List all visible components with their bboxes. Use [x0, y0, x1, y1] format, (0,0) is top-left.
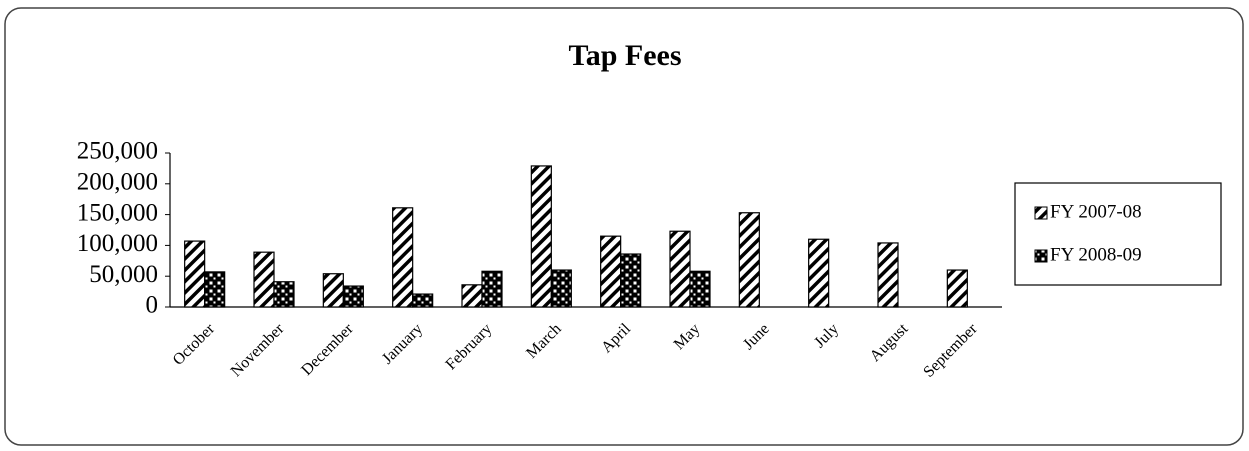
bar — [946, 269, 968, 308]
bar — [322, 273, 344, 308]
bar — [689, 270, 711, 308]
bar — [738, 212, 760, 308]
bar — [808, 238, 830, 308]
legend-box — [1014, 182, 1222, 286]
bar — [204, 271, 226, 308]
bar — [481, 270, 503, 308]
bar — [461, 284, 483, 308]
bar — [600, 235, 622, 308]
y-tick-label: 150,000 — [77, 199, 158, 226]
bar — [620, 253, 642, 308]
bar — [412, 293, 434, 308]
legend-label: FY 2007-08 — [1050, 201, 1142, 222]
bar — [273, 281, 295, 308]
bar — [877, 242, 899, 308]
legend-swatch — [1034, 249, 1048, 263]
chart-title: Tap Fees — [568, 39, 681, 72]
bar — [253, 251, 275, 308]
y-tick-label: 50,000 — [89, 261, 158, 288]
bar — [530, 165, 552, 308]
legend-swatch — [1034, 206, 1048, 220]
y-tick-label: 200,000 — [77, 169, 158, 196]
legend-label: FY 2008-09 — [1050, 244, 1142, 265]
bar — [550, 269, 572, 308]
bar — [184, 240, 206, 308]
bar — [342, 285, 364, 308]
bar — [392, 207, 414, 308]
bar — [669, 230, 691, 308]
y-tick-label: 250,000 — [77, 138, 158, 165]
chart-border — [4, 7, 1244, 446]
y-tick-label: 0 — [146, 292, 159, 319]
y-tick-label: 100,000 — [77, 230, 158, 257]
